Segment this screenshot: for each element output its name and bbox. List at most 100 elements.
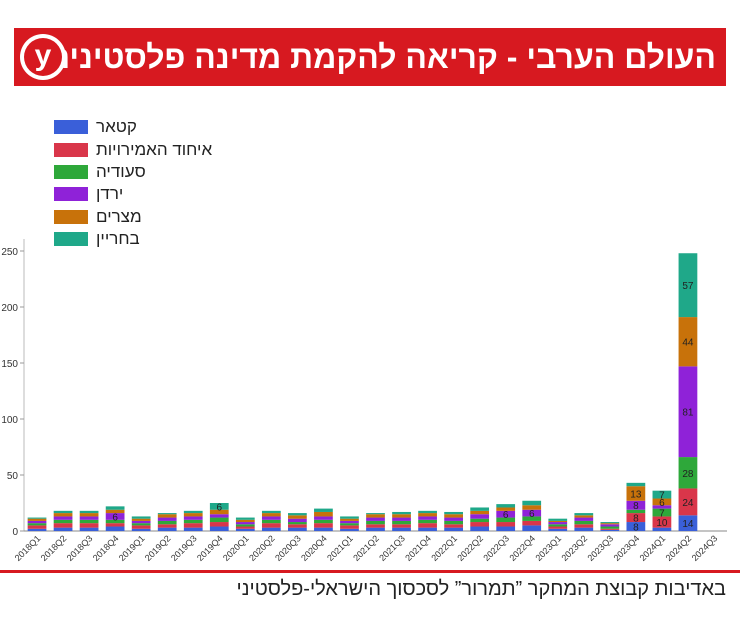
bar-segment	[235, 524, 255, 527]
bar-segment	[600, 526, 620, 529]
y-tick-label: 100	[1, 415, 18, 426]
y-tick-label: 50	[7, 471, 19, 482]
bar-segment	[235, 519, 255, 523]
bar-segment	[27, 528, 47, 531]
bar-segment	[600, 524, 620, 527]
bar-segment	[678, 366, 698, 458]
bar-segment	[79, 519, 99, 524]
bar-data-label: 6	[659, 498, 665, 509]
bar-segment	[53, 510, 73, 514]
page-title: העולם הערבי - קריאה להקמת מדינה פלסטינית	[47, 39, 716, 75]
bar-segment	[366, 514, 385, 518]
footer-divider	[0, 570, 740, 573]
bar-segment	[418, 510, 437, 514]
bar-segment	[209, 517, 229, 523]
bar-segment	[470, 510, 490, 515]
legend-item: מצרים	[54, 206, 212, 228]
bar-segment	[79, 513, 99, 517]
legend-swatch	[54, 209, 88, 224]
legend-swatch	[54, 164, 88, 179]
chart-legend: קטאר איחוד האמירויות סעודיה ירדן מצרים בחריין	[54, 116, 212, 250]
bar-segment	[183, 523, 203, 528]
bar-segment	[209, 514, 229, 518]
bar-segment	[574, 513, 594, 516]
bar-segment	[470, 526, 490, 531]
bar-segment	[366, 517, 385, 521]
bar-segment	[392, 527, 411, 531]
bar-segment	[496, 504, 516, 508]
bar-segment	[261, 519, 281, 524]
bar-segment	[261, 513, 281, 517]
bar-segment	[678, 317, 698, 367]
bar-segment	[444, 514, 463, 518]
bar-segment	[183, 510, 203, 514]
x-tick-label: 2021Q4	[403, 533, 433, 563]
x-tick-label: 2022Q1	[429, 533, 459, 563]
bar-data-label: 8	[633, 523, 639, 534]
bar-segment	[131, 525, 151, 529]
y-tick-label: 250	[1, 247, 18, 258]
bar-segment	[209, 503, 229, 510]
bar-data-label: 28	[682, 469, 694, 480]
x-tick-label: 2019Q2	[143, 533, 173, 563]
bar-segment	[79, 523, 99, 528]
bar-data-label: 7	[659, 491, 665, 502]
bar-data-label: 6	[112, 512, 118, 523]
bar-segment	[574, 520, 594, 525]
legend-swatch	[54, 120, 88, 135]
bar-segment	[626, 482, 646, 487]
bar-segment	[183, 519, 203, 524]
bar-segment	[522, 500, 542, 506]
legend-label: ירדן	[96, 184, 124, 204]
bar-segment	[157, 513, 177, 515]
bar-segment	[548, 524, 568, 527]
bar-segment	[157, 524, 177, 528]
bar-segment	[157, 527, 177, 531]
bar-segment	[261, 527, 281, 531]
bar-segment	[418, 519, 437, 524]
bar-segment	[652, 490, 672, 499]
x-tick-label: 2020Q1	[221, 533, 251, 563]
bar-segment	[496, 517, 516, 523]
bar-segment	[470, 507, 490, 511]
bar-segment	[678, 488, 698, 516]
x-tick-label: 2018Q2	[39, 533, 69, 563]
bar-segment	[183, 513, 203, 517]
bar-data-label: 57	[682, 281, 694, 292]
bar-segment	[444, 520, 463, 525]
bar-segment	[600, 522, 620, 524]
bar-segment	[392, 520, 411, 525]
bar-segment	[496, 510, 516, 518]
bar-segment	[27, 517, 47, 519]
logo-badge: y	[24, 38, 62, 76]
bar-segment	[366, 527, 385, 531]
x-tick-label: 2022Q4	[507, 533, 537, 563]
bar-segment	[131, 518, 151, 521]
bar-segment	[470, 518, 490, 523]
x-tick-label: 2021Q1	[325, 533, 355, 563]
x-tick-label: 2020Q2	[247, 533, 277, 563]
legend-item: איחוד האמירויות	[54, 138, 212, 160]
bar-segment	[53, 516, 73, 520]
bar-segment	[444, 511, 463, 515]
bar-segment	[548, 518, 568, 521]
x-tick-label: 2023Q1	[533, 533, 563, 563]
legend-item: בחריין	[54, 228, 212, 250]
x-tick-label: 2022Q2	[455, 533, 485, 563]
legend-label: מצרים	[96, 206, 142, 226]
legend-item: קטאר	[54, 116, 212, 138]
stacked-bar-chart: 0501001502002502018Q12018Q22018Q362018Q4…	[1, 239, 727, 563]
bar-segment	[652, 498, 672, 506]
x-tick-label: 2018Q3	[65, 533, 95, 563]
bar-segment	[626, 486, 646, 501]
bar-segment	[652, 508, 672, 517]
x-tick-label: 2024Q1	[638, 533, 668, 563]
bar-segment	[340, 523, 359, 526]
bar-segment	[340, 518, 359, 521]
bar-data-label: 6	[529, 509, 535, 520]
bar-segment	[314, 511, 333, 517]
bar-data-label: 24	[682, 498, 694, 509]
x-tick-label: 2022Q3	[481, 533, 511, 563]
bar-segment	[392, 511, 411, 515]
bar-segment	[261, 516, 281, 520]
